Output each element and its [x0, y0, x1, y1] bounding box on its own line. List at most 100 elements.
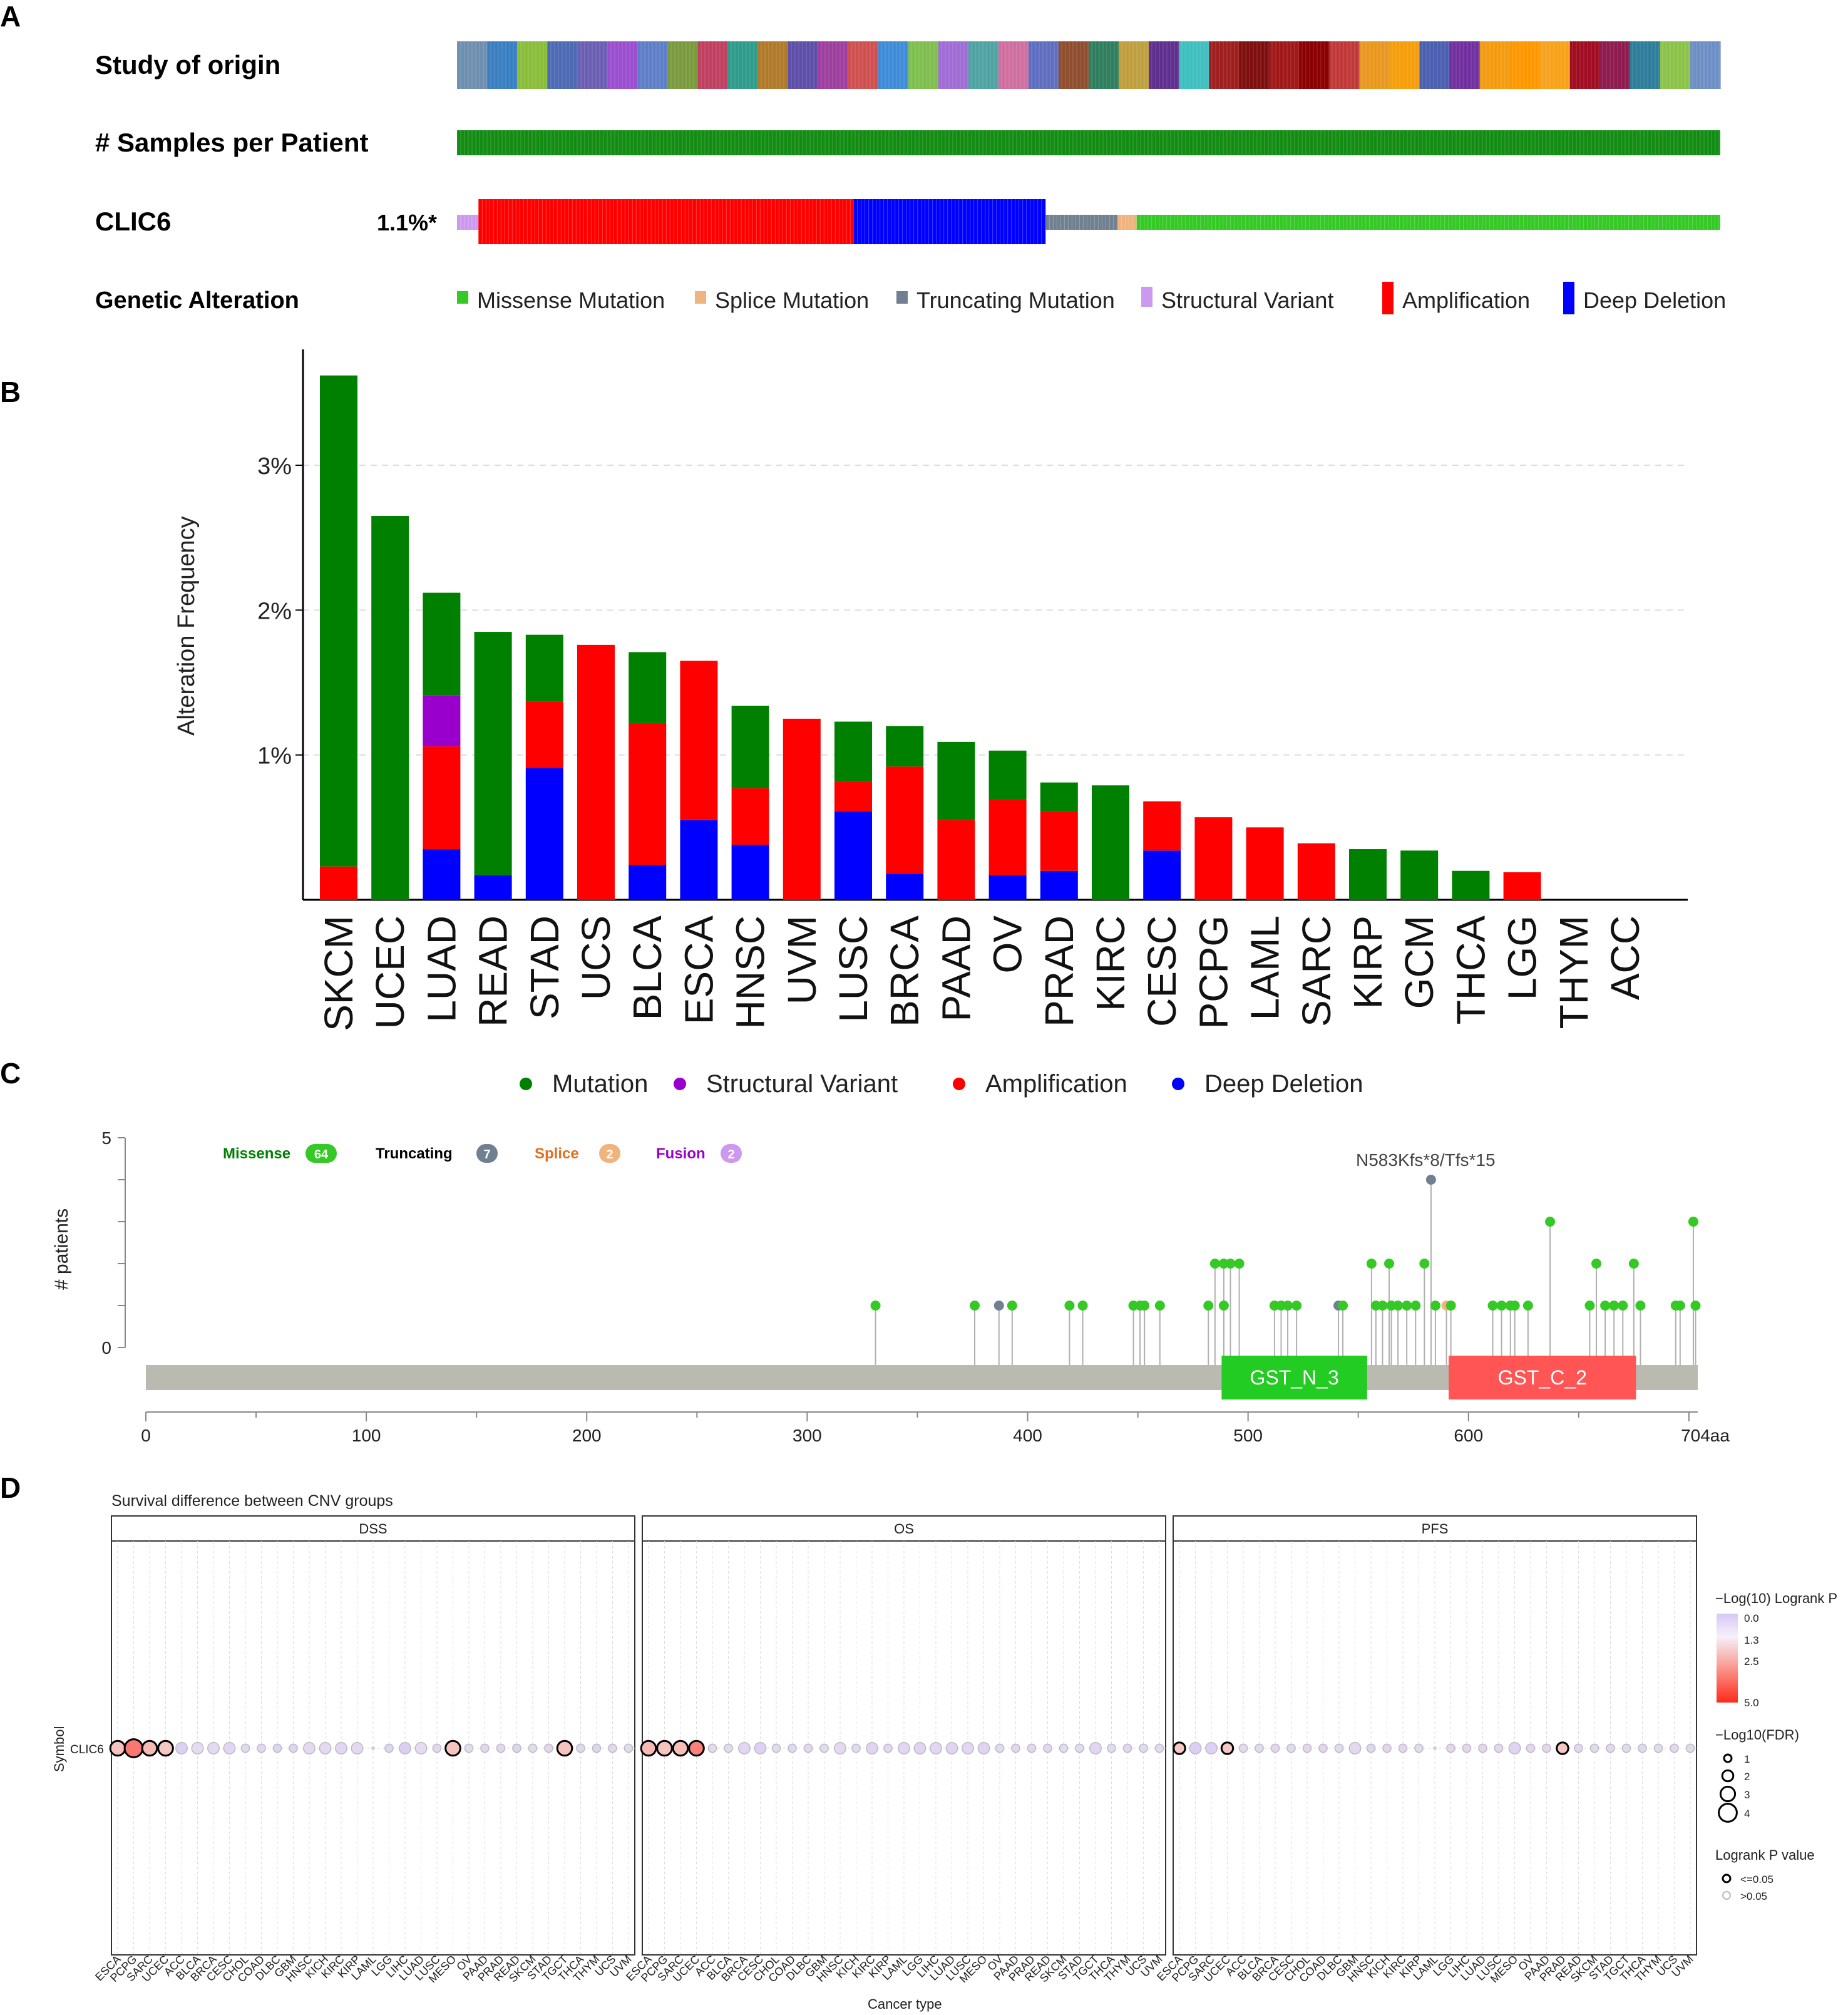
survival-bubble: [1348, 1742, 1362, 1755]
lollipop-head: [1218, 1301, 1229, 1311]
lollipop-head: [1283, 1301, 1293, 1311]
legend-swatch: [457, 291, 468, 304]
category-label: KIRP: [1345, 915, 1390, 1009]
size-legend-circle: [1721, 1769, 1735, 1783]
survival-bubble: [1621, 1743, 1631, 1753]
study-segment: [1119, 41, 1149, 89]
size-legend-circle: [1723, 1753, 1733, 1763]
survival-bubble-chart: DSSESCAPCPGSARCUCECACCBLCABRCACESCCHOLCO…: [93, 1515, 1697, 1985]
study-segment: [1149, 41, 1179, 89]
category-label: PRAD: [1037, 915, 1082, 1027]
study-segment: [1599, 41, 1631, 89]
legend-label: Splice Mutation: [715, 287, 869, 313]
bar-amplification: [320, 866, 357, 900]
bar-amplification: [834, 781, 872, 812]
bar-mutation: [731, 706, 769, 788]
study-segment: [667, 41, 698, 89]
survival-bubble: [1238, 1743, 1248, 1753]
legend-label: Missense Mutation: [477, 287, 665, 313]
survival-bubble: [913, 1742, 927, 1755]
count-pill-label: 64: [314, 1148, 329, 1162]
domain-gst-n-3: [1221, 1356, 1367, 1399]
cancer-type-axis-label: Cancer type: [868, 1996, 942, 2012]
lollipop-head: [1675, 1301, 1685, 1311]
study-segment: [1028, 41, 1059, 89]
survival-bubble: [207, 1742, 220, 1755]
lollipop-head: [1402, 1301, 1412, 1311]
study-segment: [547, 41, 578, 89]
survival-bubble: [672, 1739, 689, 1757]
legend-dot: [520, 1078, 532, 1090]
x-tick-label: 200: [572, 1426, 602, 1445]
survival-bubble: [351, 1742, 364, 1755]
category-label: BRCA: [882, 915, 927, 1027]
survival-bubble: [1075, 1743, 1084, 1753]
bar-amplification: [783, 718, 821, 900]
lollipop-head: [1154, 1301, 1165, 1311]
survival-bubble: [771, 1743, 781, 1753]
survival-bubble: [556, 1739, 573, 1757]
survival-bubble: [257, 1743, 266, 1753]
survival-bubble: [1154, 1743, 1164, 1753]
survival-bubble: [995, 1743, 1005, 1753]
lollipop-head: [1377, 1301, 1388, 1311]
bar-mutation: [525, 634, 563, 702]
category-label: STAD: [522, 915, 567, 1019]
count-pill: [476, 1144, 498, 1163]
study-segment: [1299, 41, 1330, 89]
lollipop-head: [1291, 1301, 1302, 1311]
study-segment: [1449, 41, 1481, 89]
count-pill: [305, 1144, 337, 1163]
legend-dot: [674, 1078, 686, 1090]
survival-bubble: [1139, 1743, 1148, 1753]
category-label: UCEC: [367, 915, 413, 1029]
lollipop-head: [1064, 1301, 1075, 1311]
survival-bubble: [1462, 1743, 1472, 1753]
color-legend-bar: [1717, 1614, 1738, 1703]
study-segment: [1630, 41, 1661, 89]
bar-amplification: [731, 788, 769, 845]
protein-backbone: [146, 1365, 1698, 1390]
size-legend-circle: [1718, 1803, 1738, 1823]
facet-strip: [642, 1515, 1166, 1542]
study-segment: [1209, 41, 1240, 89]
bar-deep-deletion: [474, 875, 512, 900]
count-pill-label: 2: [727, 1148, 734, 1162]
alteration-legend: Missense Mutation Splice Mutation Truncati…: [457, 282, 1726, 314]
bar-deep-deletion: [680, 820, 718, 900]
survival-bubble: [851, 1743, 861, 1753]
lollipop-head: [1225, 1259, 1236, 1269]
bar-amplification: [525, 701, 563, 768]
study-segment: [1089, 41, 1119, 89]
lollipop-head: [1522, 1301, 1533, 1311]
bar-amplification: [423, 746, 461, 850]
legend-label: Amplification: [1402, 287, 1530, 313]
survival-bubble: [1286, 1743, 1296, 1753]
study-segment: [908, 41, 939, 89]
lollipop-head: [1139, 1301, 1150, 1311]
study-segment: [1569, 41, 1601, 89]
category-label: UVM: [779, 915, 824, 1004]
lollipop-head: [1425, 1175, 1436, 1185]
survival-bubble: [883, 1743, 893, 1753]
study-segment: [1389, 41, 1420, 89]
survival-bubble: [335, 1742, 347, 1755]
lollipop-head: [1007, 1301, 1017, 1311]
study-segment: [1539, 41, 1571, 89]
bar-mutation: [988, 750, 1027, 800]
survival-bubble: [930, 1742, 942, 1755]
survival-bubble: [1302, 1743, 1312, 1753]
count-pill: [599, 1144, 620, 1163]
study-segment: [1479, 41, 1511, 89]
survival-bubble: [608, 1743, 617, 1753]
category-label: GCM: [1397, 915, 1442, 1009]
lollipop-head: [870, 1301, 881, 1311]
survival-bubble: [1446, 1743, 1455, 1753]
survival-bubble: [1107, 1743, 1116, 1753]
bar-deep-deletion: [423, 849, 461, 900]
study-segment: [1329, 41, 1360, 89]
size-legend-tick: 2: [1744, 1771, 1750, 1783]
study-segment: [968, 41, 999, 89]
bar-deep-deletion: [731, 845, 769, 900]
survival-bubble: [1589, 1743, 1599, 1753]
